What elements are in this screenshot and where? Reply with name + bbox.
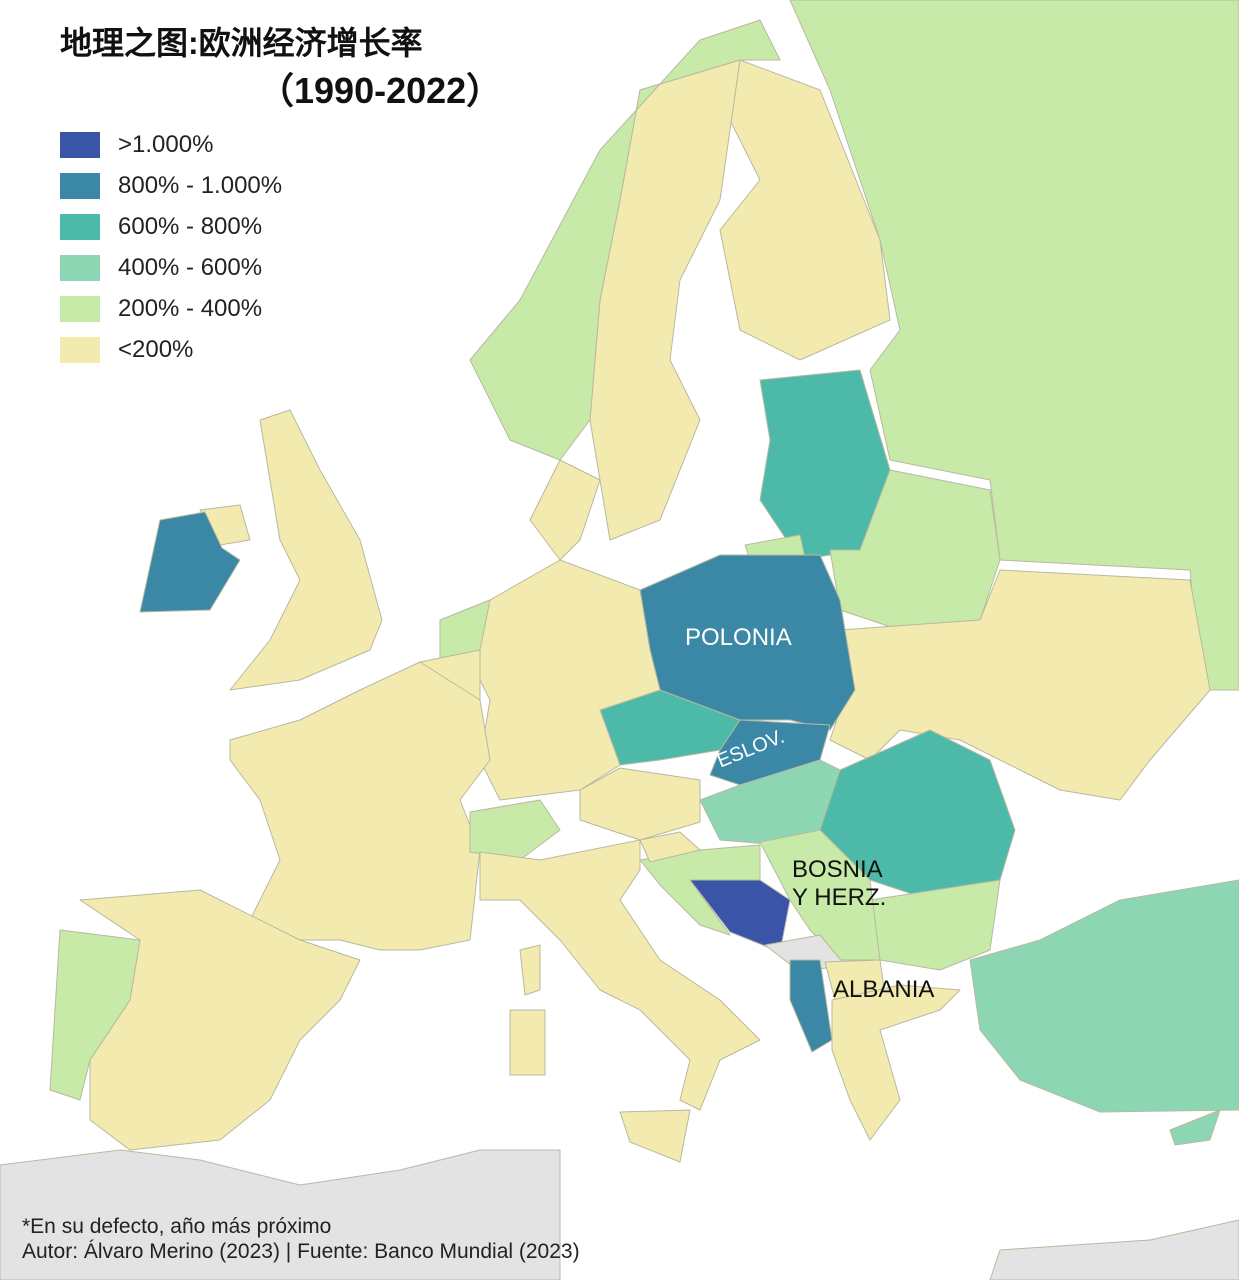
legend-item: 400% - 600% <box>60 247 282 288</box>
label-albania: ALBANIA <box>833 976 935 1003</box>
region-ukraine <box>829 569 1211 801</box>
legend-item: 800% - 1.000% <box>60 165 282 206</box>
region-austria <box>579 767 701 841</box>
map-subtitle: （1990-2022） <box>258 70 503 111</box>
region-switzerland <box>469 799 561 861</box>
region-portugal <box>49 929 141 1101</box>
legend-swatch <box>60 295 100 322</box>
footer: *En su defecto, año más próximo Autor: Á… <box>22 1214 580 1264</box>
region-greece <box>831 984 961 1141</box>
label-bosnia-line2: Y HERZ. <box>792 884 887 911</box>
north-africa <box>0 1149 561 1280</box>
credit: Autor: Álvaro Merino (2023) | Fuente: Ba… <box>22 1240 580 1263</box>
legend-label: 800% - 1.000% <box>118 171 283 199</box>
label-polonia: POLONIA <box>685 624 792 651</box>
map-title: 地理之图:欧洲经济增长率 <box>60 25 423 61</box>
region-baltics <box>759 369 891 561</box>
region-sicily <box>619 1109 691 1163</box>
region-united-kingdom <box>229 409 383 691</box>
legend-item: >1.000% <box>60 124 282 165</box>
legend-label: 400% - 600% <box>118 253 263 281</box>
legend-swatch <box>60 131 100 158</box>
legend-swatch <box>60 254 100 281</box>
legend-item: 600% - 800% <box>60 206 282 247</box>
legend-label: 600% - 800% <box>118 212 263 240</box>
region-bosnia <box>689 879 791 953</box>
region-germany <box>469 559 661 801</box>
label-bosnia-line1: BOSNIA <box>792 856 883 883</box>
region-slovenia <box>639 831 701 863</box>
region-france <box>229 661 491 951</box>
region-norway <box>469 19 781 461</box>
region-ireland <box>139 511 241 613</box>
region-sardinia <box>509 1009 546 1076</box>
region-italy <box>479 839 761 1111</box>
legend-swatch <box>60 336 100 363</box>
region-albania <box>789 959 833 1053</box>
region-corsica <box>519 944 541 996</box>
legend-label: >1.000% <box>118 130 214 158</box>
legend: >1.000% 800% - 1.000% 600% - 800% 400% -… <box>60 124 282 370</box>
legend-item: <200% <box>60 329 282 370</box>
region-turkey <box>969 879 1239 1113</box>
legend-label: <200% <box>118 335 194 363</box>
region-denmark <box>529 459 601 561</box>
legend-swatch <box>60 213 100 240</box>
region-sweden <box>589 59 741 541</box>
region-serbia <box>759 829 881 961</box>
region-finland <box>719 59 891 361</box>
region-cyprus <box>1169 1109 1221 1146</box>
legend-item: 200% - 400% <box>60 288 282 329</box>
footnote: *En su defecto, año más próximo <box>22 1215 332 1238</box>
middle-east <box>989 1219 1239 1280</box>
legend-swatch <box>60 172 100 199</box>
legend-label: 200% - 400% <box>118 294 263 322</box>
